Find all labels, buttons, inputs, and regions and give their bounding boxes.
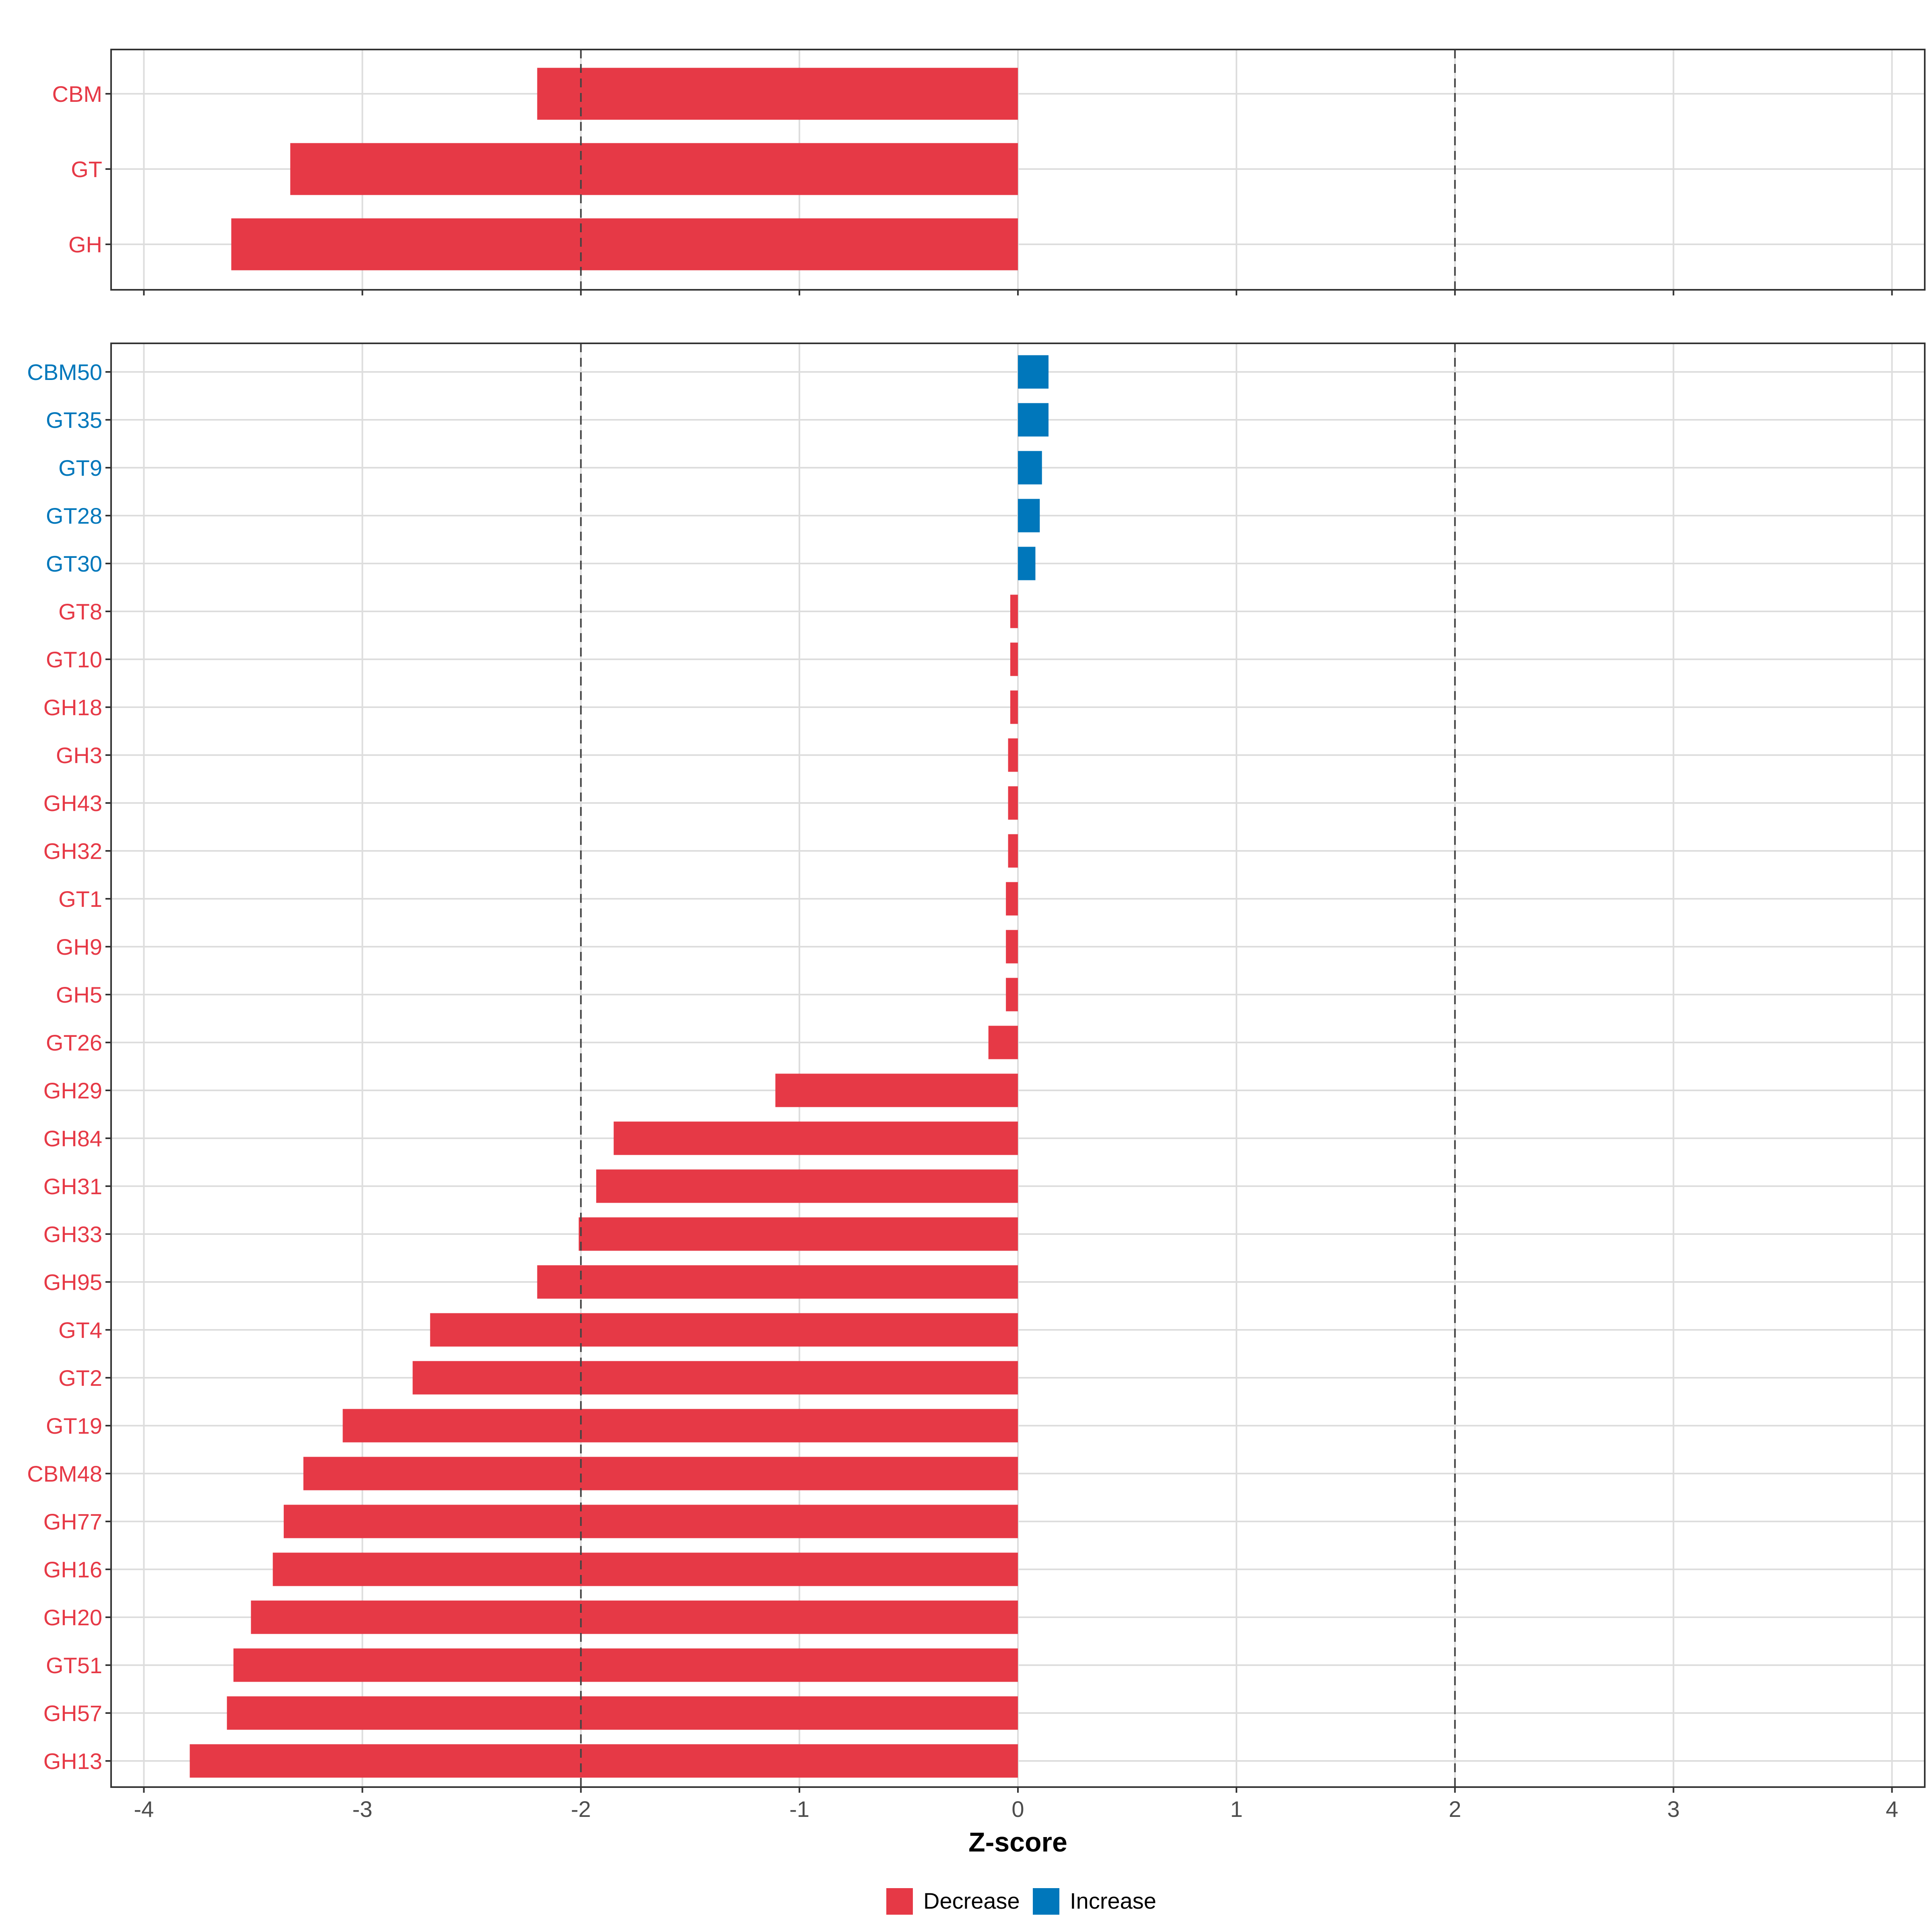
bar-gh31	[596, 1169, 1018, 1203]
bar-gt2	[413, 1361, 1018, 1395]
y-tick-label-gt35: GT35	[46, 407, 102, 433]
bar-gh77	[283, 1505, 1018, 1538]
bar-gh32	[1008, 834, 1018, 868]
x-tick-label: 0	[1011, 1796, 1024, 1822]
y-tick-label-gh32: GH32	[43, 838, 102, 864]
y-tick-label-gt9: GT9	[58, 455, 102, 481]
y-tick-label-gt19: GT19	[46, 1413, 102, 1439]
bar-gh9	[1006, 930, 1018, 964]
y-tick-label-cbm48: CBM48	[27, 1461, 102, 1486]
legend-label-decrease: Decrease	[923, 1888, 1020, 1913]
bar-gh	[231, 218, 1018, 270]
y-tick-label-gt2: GT2	[58, 1365, 102, 1391]
y-tick-label-gh57: GH57	[43, 1701, 102, 1726]
x-tick-label: -2	[571, 1796, 591, 1822]
y-tick-label-gt: GT	[71, 157, 102, 182]
bar-gt19	[343, 1409, 1018, 1443]
bar-gt8	[1010, 594, 1018, 628]
bar-gh84	[613, 1121, 1018, 1155]
y-tick-label-gt8: GT8	[58, 599, 102, 624]
bar-gt30	[1018, 547, 1036, 580]
y-tick-label-gh29: GH29	[43, 1078, 102, 1103]
bar-gh57	[227, 1696, 1018, 1730]
legend-swatch-decrease	[886, 1888, 913, 1915]
panel-class-level: CBM GT GH	[52, 49, 1926, 295]
x-tick-label: 3	[1667, 1796, 1680, 1822]
y-tick-label-gt4: GT4	[58, 1317, 102, 1343]
y-tick-label-gh18: GH18	[43, 695, 102, 720]
legend: Decrease Increase	[886, 1888, 1156, 1915]
bar-gh29	[775, 1073, 1018, 1107]
bar-gt10	[1010, 642, 1018, 676]
x-tick-label: -1	[789, 1796, 809, 1822]
y-tick-label-gt30: GT30	[46, 551, 102, 576]
bar-gt9	[1018, 451, 1042, 485]
bar-gt51	[233, 1648, 1018, 1682]
bar-gh5	[1006, 978, 1018, 1011]
y-tick-label-gh9: GH9	[56, 934, 102, 960]
bar-gt26	[988, 1026, 1018, 1059]
x-tick-label: -3	[352, 1796, 372, 1822]
y-tick-label-gh31: GH31	[43, 1174, 102, 1199]
x-tick-label: 4	[1886, 1796, 1898, 1822]
y-tick-label-gh5: GH5	[56, 982, 102, 1007]
bar-cbm	[537, 68, 1018, 120]
bar-gt35	[1018, 403, 1049, 437]
legend-swatch-increase	[1033, 1888, 1059, 1915]
y-tick-label-gt1: GT1	[58, 886, 102, 912]
y-tick-label-gt10: GT10	[46, 647, 102, 672]
y-tick-label-cbm: CBM	[52, 81, 102, 107]
y-tick-label-gt26: GT26	[46, 1030, 102, 1055]
bar-gh16	[272, 1552, 1018, 1586]
y-tick-label-gh3: GH3	[56, 743, 102, 768]
legend-label-increase: Increase	[1070, 1888, 1156, 1913]
bar-cbm50	[1018, 355, 1049, 389]
bar-gh43	[1008, 786, 1018, 820]
bar-cbm48	[303, 1457, 1018, 1490]
bar-gt1	[1006, 882, 1018, 916]
y-tick-label-gh84: GH84	[43, 1126, 102, 1151]
bar-gt4	[430, 1313, 1018, 1347]
y-tick-label-gh20: GH20	[43, 1605, 102, 1630]
bar-gh3	[1008, 738, 1018, 772]
bar-gh20	[251, 1600, 1018, 1634]
bar-gh95	[537, 1265, 1018, 1299]
bar-gh18	[1010, 690, 1018, 724]
bar-gt28	[1018, 499, 1040, 533]
y-tick-label-gh43: GH43	[43, 791, 102, 816]
bar-gh13	[190, 1744, 1018, 1778]
y-tick-label-gh16: GH16	[43, 1557, 102, 1582]
y-tick-label-gh13: GH13	[43, 1748, 102, 1774]
y-tick-label-cbm50: CBM50	[27, 359, 102, 385]
y-tick-label-gh33: GH33	[43, 1222, 102, 1247]
panel-family-level: CBM50GT35GT9GT28GT30GT8GT10GH18GH3GH43GH…	[27, 343, 1926, 1822]
y-tick-label-gh77: GH77	[43, 1509, 102, 1534]
y-tick-label-gh95: GH95	[43, 1269, 102, 1295]
bar-gh33	[578, 1217, 1018, 1251]
y-tick-label-gt28: GT28	[46, 503, 102, 528]
x-tick-label: -4	[134, 1796, 154, 1822]
y-tick-label-gh: GH	[68, 232, 102, 257]
x-axis-title: Z-score	[968, 1827, 1067, 1858]
x-tick-label: 2	[1449, 1796, 1461, 1822]
y-tick-label-gt51: GT51	[46, 1653, 102, 1678]
bar-gt	[290, 143, 1018, 195]
x-tick-label: 1	[1230, 1796, 1243, 1822]
